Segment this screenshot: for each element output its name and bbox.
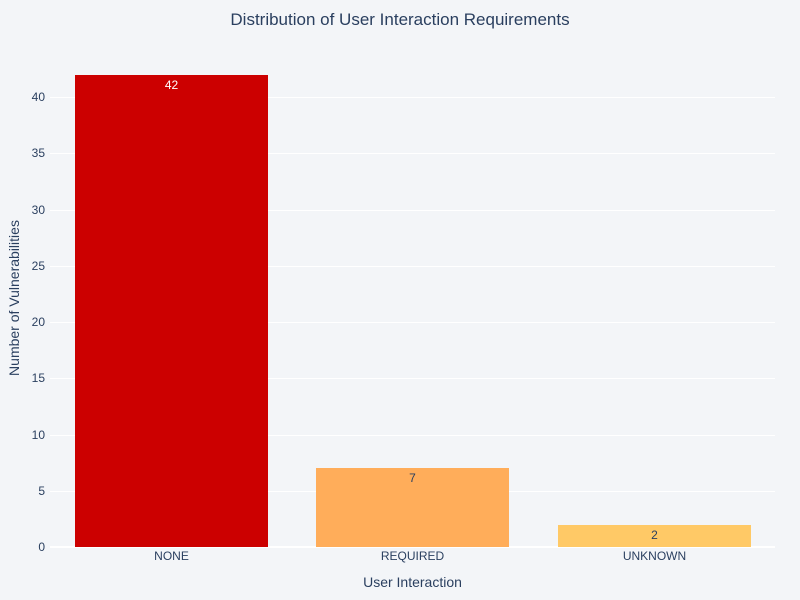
y-tick-label: 5: [38, 483, 45, 498]
y-tick-label: 35: [31, 146, 45, 161]
gridline: [50, 209, 775, 211]
bar-none[interactable]: 42: [75, 74, 268, 547]
gridline: [50, 434, 775, 436]
zero-line: [50, 546, 775, 548]
y-tick-label: 20: [31, 315, 45, 329]
x-tick-label: UNKNOWN: [622, 549, 687, 563]
chart-title: Distribution of User Interaction Require…: [230, 10, 570, 29]
x-tick-label: REQUIRED: [380, 549, 445, 563]
bar-value-label: 2: [651, 527, 658, 542]
gridline: [50, 153, 775, 155]
bar-required[interactable]: 7: [316, 468, 509, 547]
y-axis-label: Number of Vulnerabilities: [6, 220, 22, 376]
y-tick-label: 15: [31, 371, 45, 386]
gridline: [50, 265, 775, 267]
x-axis-label: User Interaction: [363, 574, 462, 590]
x-tick-label: NONE: [154, 549, 189, 563]
y-tick-label: 30: [31, 202, 45, 217]
gridline: [50, 378, 775, 380]
gridline: [50, 97, 775, 98]
bar-value-label: 7: [409, 471, 416, 486]
y-tick-label: 0: [38, 540, 45, 554]
y-tick-label: 25: [31, 258, 45, 273]
bar-unknown[interactable]: 2: [558, 524, 751, 547]
y-tick-label: 10: [31, 427, 45, 442]
gridline: [50, 322, 775, 323]
y-tick-label: 40: [31, 90, 45, 104]
bar-value-label: 42: [164, 77, 179, 92]
